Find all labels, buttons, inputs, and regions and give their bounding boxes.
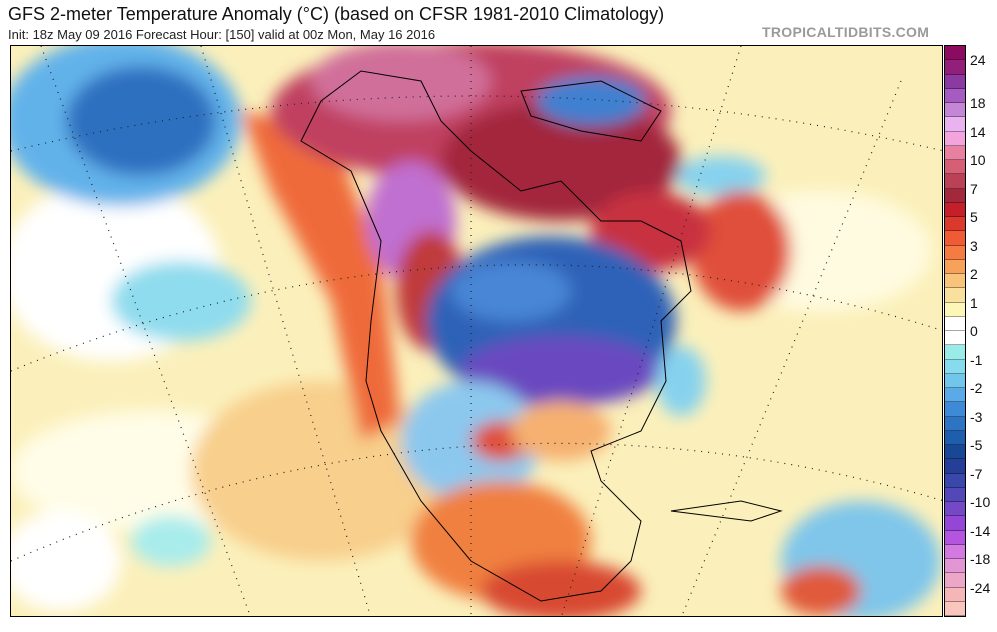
- colorbar-tick-label: 0: [970, 323, 978, 339]
- watermark: TROPICALTIDBITS.COM: [762, 24, 930, 40]
- colorbar-tick-label: -14: [970, 522, 991, 539]
- colorbar-segment: [945, 188, 965, 203]
- colorbar-tick-label: -3: [970, 408, 983, 425]
- colorbar-segment: [945, 174, 965, 189]
- colorbar-segment: [945, 530, 965, 545]
- colorbar-segment: [945, 88, 965, 103]
- colorbar-segment: [945, 445, 965, 460]
- colorbar-tick-label: -18: [970, 551, 991, 567]
- temperature-anomaly-map: [10, 45, 943, 617]
- colorbar-segment: [945, 544, 965, 559]
- colorbar-tick-label: -2: [970, 380, 983, 396]
- colorbar-segment: [945, 473, 965, 488]
- map-subtitle: Init: 18z May 09 2016 Forecast Hour: [15…: [8, 27, 436, 42]
- colorbar-tick-label: -5: [970, 437, 983, 453]
- map-title: GFS 2-meter Temperature Anomaly (°C) (ba…: [8, 4, 665, 24]
- colorbar-segment: [945, 388, 965, 403]
- colorbar-segment: [945, 373, 965, 388]
- colorbar-segment: [945, 587, 965, 602]
- colorbar-segment: [945, 516, 965, 531]
- colorbar-tick-label: -10: [970, 494, 991, 510]
- colorbar-segment: [945, 145, 965, 160]
- colorbar-segment: [945, 160, 965, 175]
- colorbar-segment: [945, 60, 965, 75]
- colorbar-segment: [945, 487, 965, 502]
- colorbar-segment: [945, 46, 965, 61]
- colorbar-tick-label: 24: [970, 52, 986, 69]
- colorbar-segment: [945, 259, 965, 274]
- colorbar-segment: [945, 331, 965, 346]
- colorbar: [944, 45, 966, 617]
- colorbar-segment: [945, 559, 965, 574]
- colorbar-tick-label: 3: [970, 237, 978, 254]
- colorbar-segment: [945, 402, 965, 417]
- colorbar-tick-label: 5: [970, 209, 978, 225]
- coastline: [300, 70, 783, 602]
- colorbar-tick-label: 18: [970, 95, 986, 111]
- colorbar-segment: [945, 316, 965, 331]
- colorbar-segment: [945, 231, 965, 246]
- colorbar-segment: [945, 245, 965, 260]
- colorbar-tick-label: 10: [970, 152, 986, 168]
- colorbar-segment: [945, 359, 965, 374]
- colorbar-tick-label: 2: [970, 266, 978, 282]
- colorbar-segment: [945, 459, 965, 474]
- colorbar-segment: [945, 74, 965, 89]
- colorbar-tick-label: 14: [970, 123, 986, 140]
- colorbar-tick-label: 1: [970, 294, 978, 311]
- colorbar-tick-label: 7: [970, 180, 978, 197]
- graticule: [11, 46, 942, 616]
- colorbar-segment: [945, 103, 965, 118]
- colorbar-segment: [945, 202, 965, 217]
- anomaly-field: [11, 46, 942, 616]
- colorbar-segment: [945, 601, 965, 616]
- colorbar-segment: [945, 288, 965, 303]
- colorbar-segment: [945, 302, 965, 317]
- colorbar-segment: [945, 573, 965, 588]
- colorbar-tick-label: -24: [970, 579, 991, 596]
- colorbar-segment: [945, 131, 965, 146]
- colorbar-tick-label: -7: [970, 465, 983, 482]
- colorbar-segment: [945, 274, 965, 289]
- colorbar-segment: [945, 502, 965, 517]
- colorbar-segment: [945, 217, 965, 232]
- colorbar-segment: [945, 345, 965, 360]
- colorbar-segment: [945, 117, 965, 132]
- colorbar-tick-label: -1: [970, 351, 983, 368]
- colorbar-segment: [945, 430, 965, 445]
- colorbar-segment: [945, 416, 965, 431]
